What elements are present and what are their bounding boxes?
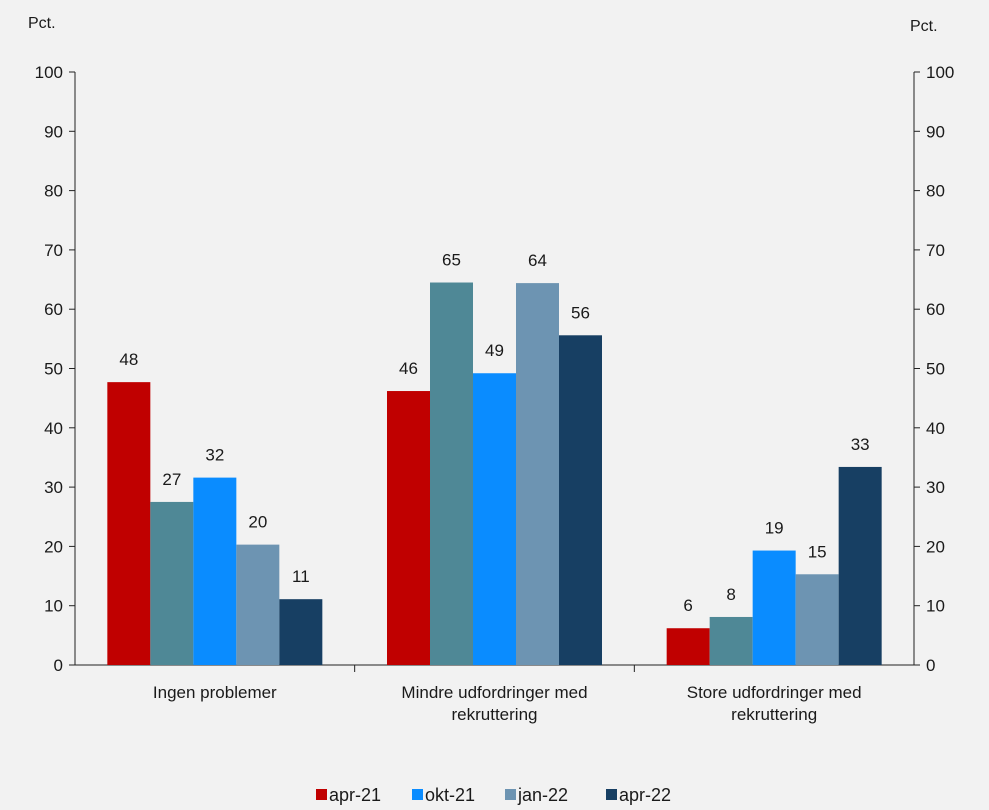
y-unit-right: Pct.	[910, 18, 938, 35]
bar	[279, 599, 323, 665]
bar	[387, 391, 430, 665]
y-tick-label-right: 40	[926, 419, 945, 438]
legend-label: apr-22	[619, 785, 671, 805]
y-tick-label-left: 30	[44, 478, 63, 497]
y-tick-label-right: 60	[926, 300, 945, 319]
bar	[236, 544, 280, 665]
bar-value-label: 64	[528, 251, 547, 270]
legend-swatch	[412, 789, 423, 800]
legend-label: jan-22	[517, 785, 568, 805]
bar	[193, 477, 237, 665]
bar	[473, 373, 516, 665]
y-tick-label-left: 60	[44, 300, 63, 319]
bar	[107, 382, 151, 665]
bar	[516, 283, 559, 665]
bar-value-label: 27	[162, 470, 181, 489]
y-tick-label-right: 30	[926, 478, 945, 497]
bar-value-label: 6	[683, 596, 692, 615]
bar-value-label: 33	[851, 435, 870, 454]
y-tick-label-left: 50	[44, 360, 63, 379]
bar-value-label: 19	[765, 519, 784, 538]
y-tick-label-left: 80	[44, 182, 63, 201]
bar	[559, 335, 602, 665]
bars-group: 48 27 32 20 11 46 65 49 64 56 6 8 19 15 33	[107, 251, 882, 665]
y-tick-label-right: 100	[926, 63, 954, 82]
bar-value-label: 8	[726, 585, 735, 604]
legend-swatch	[316, 789, 327, 800]
y-tick-label-right: 80	[926, 182, 945, 201]
y-tick-label-right: 10	[926, 597, 945, 616]
legend-swatch	[606, 789, 617, 800]
bar-value-label: 11	[292, 567, 310, 586]
bar	[838, 466, 882, 665]
bar	[709, 616, 753, 665]
y-tick-label-left: 20	[44, 537, 63, 556]
bar	[795, 574, 839, 665]
bar-value-label: 32	[205, 446, 224, 465]
x-category-label: Mindre udfordringer med rekruttering	[401, 683, 587, 724]
bar-value-label: 49	[485, 341, 504, 360]
y-tick-label-right: 50	[926, 360, 945, 379]
y-unit-left: Pct.	[28, 15, 56, 32]
y-tick-label-right: 0	[926, 656, 935, 675]
y-tick-label-left: 100	[35, 63, 63, 82]
bar	[666, 628, 710, 665]
bar-value-label: 56	[571, 303, 590, 322]
bar	[150, 501, 194, 665]
bar-value-label: 15	[808, 542, 827, 561]
y-tick-label-left: 90	[44, 122, 63, 141]
y-tick-label-right: 90	[926, 122, 945, 141]
bar-value-label: 46	[399, 359, 418, 378]
y-tick-label-left: 0	[54, 656, 63, 675]
x-category-label: Store udfordringer med rekruttering	[687, 683, 862, 724]
y-tick-label-left: 70	[44, 241, 63, 260]
y-tick-label-left: 10	[44, 597, 63, 616]
axes: 0 0 10 10 20 20 30 30 40 40 50 50 60 60 70 70 80 80 90 90 10…	[35, 63, 955, 724]
legend-label: apr-21	[329, 785, 381, 805]
legend-label: okt-21	[425, 785, 475, 805]
legend-swatch	[505, 789, 516, 800]
x-category-label: Ingen problemer	[153, 683, 277, 702]
bar-value-label: 65	[442, 251, 461, 270]
legend: apr-21 okt-21 jan-22 apr-22	[316, 785, 671, 805]
y-tick-label-right: 70	[926, 241, 945, 260]
y-tick-label-right: 20	[926, 537, 945, 556]
bar-value-label: 20	[248, 513, 267, 532]
bar	[752, 550, 796, 665]
y-tick-label-left: 40	[44, 419, 63, 438]
bar-value-label: 48	[119, 350, 138, 369]
bar	[430, 282, 473, 665]
